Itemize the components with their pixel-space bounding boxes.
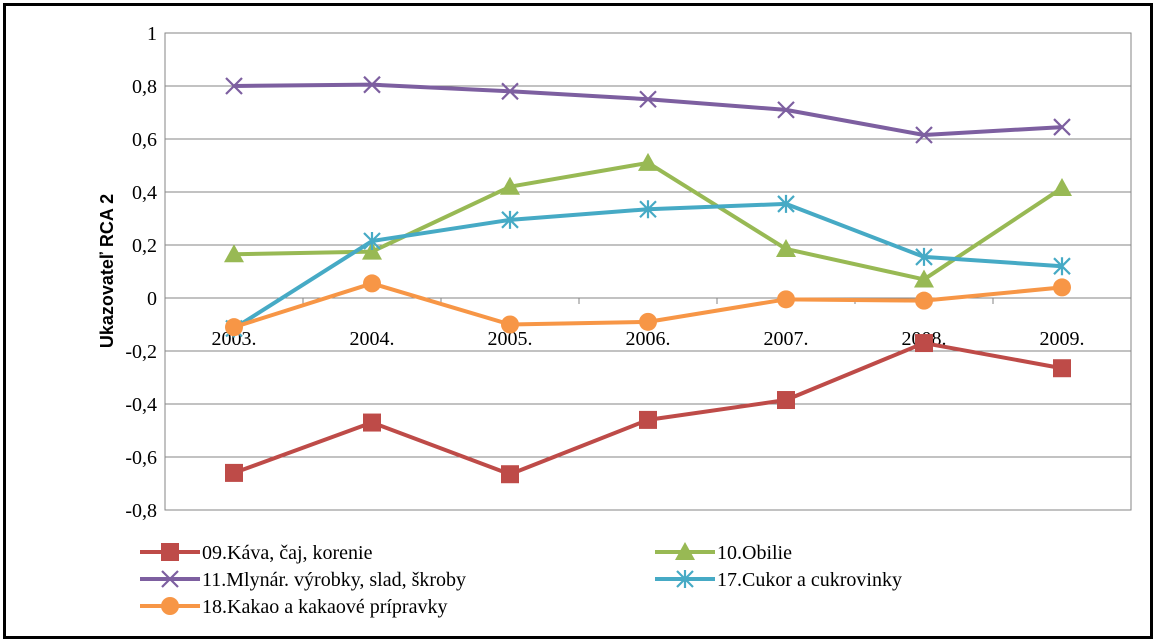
data-point bbox=[224, 244, 244, 263]
data-point bbox=[777, 290, 795, 309]
data-point bbox=[225, 318, 243, 337]
x-tick-label: 2006. bbox=[626, 328, 671, 350]
series-line bbox=[232, 201, 1063, 331]
series-lines bbox=[224, 75, 1072, 484]
y-tick-label: -0,6 bbox=[125, 447, 157, 469]
data-point bbox=[501, 210, 519, 229]
x-tick-label: 2003. bbox=[212, 328, 257, 350]
legend-label: 09.Káva, čaj, korenie bbox=[202, 542, 373, 564]
series-1 bbox=[224, 152, 1072, 288]
data-point bbox=[363, 75, 381, 94]
legend-marker bbox=[161, 570, 179, 588]
y-tick-label: 0,4 bbox=[132, 182, 157, 204]
data-point bbox=[1052, 178, 1072, 197]
series-line bbox=[233, 160, 1064, 282]
data-point bbox=[638, 152, 658, 171]
data-point bbox=[501, 82, 519, 101]
legend-label: 11.Mlynár. výrobky, slad, škroby bbox=[202, 569, 466, 591]
data-point bbox=[225, 463, 243, 482]
data-point bbox=[639, 200, 657, 219]
data-point bbox=[915, 291, 933, 310]
data-point bbox=[777, 101, 795, 119]
data-point bbox=[363, 413, 381, 432]
data-point bbox=[639, 90, 657, 109]
gridlines bbox=[164, 32, 1132, 511]
data-point bbox=[501, 465, 519, 484]
x-tick-labels: 2003.2004.2005.2006.2007.2008.2009. bbox=[212, 328, 1085, 350]
legend-marker bbox=[675, 542, 695, 560]
y-tick-label: 0,6 bbox=[132, 129, 157, 151]
data-point bbox=[914, 269, 934, 288]
legend-entry: 18.Kakao a kakaové prípravky bbox=[140, 596, 447, 618]
data-point bbox=[225, 77, 243, 95]
data-point bbox=[639, 312, 657, 331]
legend-marker bbox=[161, 597, 179, 615]
y-tick-label: -0,4 bbox=[125, 394, 157, 416]
data-point bbox=[1053, 118, 1071, 136]
y-tick-label: -0,2 bbox=[125, 341, 157, 363]
data-point bbox=[639, 410, 657, 429]
y-tick-label: -0,8 bbox=[125, 500, 157, 522]
legend-entry: 09.Káva, čaj, korenie bbox=[140, 542, 373, 564]
legend-marker bbox=[161, 543, 179, 561]
series-line bbox=[233, 82, 1063, 138]
x-tick-label: 2009. bbox=[1040, 328, 1085, 350]
legend-label: 18.Kakao a kakaové prípravky bbox=[202, 596, 447, 618]
data-point bbox=[915, 334, 933, 353]
series-4 bbox=[225, 274, 1071, 337]
x-tick-label: 2004. bbox=[350, 328, 395, 350]
plot-area bbox=[164, 32, 1132, 511]
y-tick-label: 1 bbox=[147, 23, 157, 45]
y-tick-label: 0,8 bbox=[132, 76, 157, 98]
data-point bbox=[777, 194, 795, 213]
legend-entry: 10.Obilie bbox=[655, 542, 792, 564]
data-point bbox=[363, 274, 381, 293]
legend-entry: 17.Cukor a cukrovinky bbox=[655, 569, 902, 591]
y-tick-label: 0 bbox=[147, 288, 157, 310]
series-line bbox=[233, 341, 1063, 477]
data-point bbox=[1053, 359, 1071, 378]
data-point bbox=[363, 232, 381, 251]
data-point bbox=[777, 391, 795, 410]
legend: 09.Káva, čaj, korenie 10.Obilie 11.Mlynár.… bbox=[140, 542, 902, 618]
legend-marker bbox=[676, 570, 694, 588]
y-tick-label: 0,2 bbox=[132, 235, 157, 257]
data-point bbox=[500, 176, 520, 195]
data-point bbox=[915, 247, 933, 266]
y-axis-label: Ukazovateľ RCA 2 bbox=[97, 194, 117, 348]
series-2 bbox=[225, 75, 1071, 144]
data-point bbox=[1053, 257, 1071, 276]
legend-entry: 11.Mlynár. výrobky, slad, škroby bbox=[140, 569, 466, 591]
data-point bbox=[915, 126, 933, 144]
chart-frame bbox=[3, 3, 1153, 639]
data-point bbox=[501, 315, 519, 334]
x-tick-label: 2005. bbox=[488, 328, 533, 350]
legend-label: 10.Obilie bbox=[717, 542, 792, 564]
legend-label: 17.Cukor a cukrovinky bbox=[717, 569, 902, 591]
data-point bbox=[776, 238, 796, 257]
series-0 bbox=[225, 334, 1071, 484]
y-tick-labels: 1 0,8 0,6 0,4 0,2 0 -0,2 -0,4 -0,6 -0,8 bbox=[125, 23, 157, 522]
data-point bbox=[1053, 278, 1071, 297]
data-point bbox=[362, 241, 382, 260]
x-tick-label: 2007. bbox=[764, 328, 809, 350]
